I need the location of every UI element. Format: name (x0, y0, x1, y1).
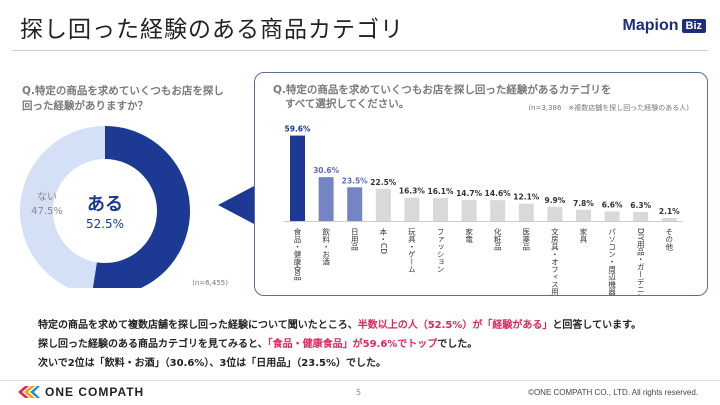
bar-11 (604, 211, 620, 221)
bar-5 (433, 197, 448, 221)
one-compath-logo: ONE COMPATH (18, 385, 144, 399)
copyright: ©ONE COMPATH CO., LTD. All rights reserv… (528, 388, 698, 397)
left-question: Q.特定の商品を求めていくつもお店を探し 回った経験がありますか？ (22, 84, 247, 114)
compath-mark-icon (18, 386, 40, 398)
donut-chart: ある 52.5% ない 47.5% (n=6,455) (20, 126, 228, 288)
category-label-6: 家電 (464, 227, 473, 244)
category-label-3: 本・CD (379, 227, 388, 255)
category-label-2: 日用品 (350, 228, 359, 252)
bar-value-label-2: 23.5% (342, 176, 369, 185)
bar-value-label-4: 16.3% (399, 187, 426, 196)
right-question-line1: Q.特定の商品を求めていくつもお店を探し回った経験があるカテゴリを (273, 84, 612, 96)
brand-badge: Biz (681, 19, 706, 33)
title-divider (12, 50, 708, 51)
bar-9 (547, 206, 563, 221)
summary-line2-text-b: でした。 (437, 339, 478, 350)
category-label-5: ファッション (436, 228, 445, 273)
bar-value-label-12: 6.3% (630, 201, 651, 210)
donut-slice-1 (20, 126, 105, 288)
category-label-12: DIY用品・ガーデニング (636, 228, 645, 295)
bar-value-label-6: 14.7% (456, 189, 483, 198)
bar-12 (633, 211, 649, 221)
summary: 特定の商品を求めて複数店舗を探し回った経験について聞いたところ、半数以上の人（5… (38, 316, 641, 373)
bar-value-label-3: 22.5% (370, 178, 397, 187)
summary-line1-text-b: と回答しています。 (552, 320, 642, 331)
bar-value-label-1: 30.6% (313, 166, 340, 175)
category-bar-chart: 59.6% 食品・健康食品 30.6% 飲料・お酒 23.5% 日用品 22.5% 本・CD 1… (284, 125, 683, 295)
bar-3 (375, 188, 391, 221)
bar-value-label-0: 59.6% (284, 125, 311, 134)
bar-10 (576, 209, 591, 221)
donut-center-value: 52.5% (86, 217, 124, 231)
bar-value-label-9: 9.9% (544, 196, 565, 205)
category-label-8: 医薬品 (522, 228, 531, 252)
category-label-7: 化粧品 (493, 227, 502, 252)
category-panel: Q.特定の商品を求めていくつもお店を探し回った経験があるカテゴリを すべて選択し… (254, 72, 708, 296)
bar-7 (490, 200, 506, 221)
callout-arrow (218, 185, 256, 225)
donut-center-label: ある (87, 194, 123, 215)
summary-line1-highlight: 半数以上の人（52.5%）が「経験がある」 (357, 320, 553, 331)
donut-no-value: 47.5% (31, 206, 63, 217)
summary-line3: 次いで2位は「飲料・お酒」（30.6%）、3位は「日用品」（23.5%）でした。 (38, 358, 387, 369)
bar-6 (461, 199, 477, 221)
category-label-11: パソコン・周辺機器 (607, 228, 616, 295)
category-label-13: その他 (665, 228, 674, 252)
brand-name: Mapion (622, 17, 679, 34)
callout-triangle (218, 185, 256, 225)
bar-13 (661, 217, 677, 221)
bar-2 (347, 187, 363, 221)
bar-value-label-13: 2.1% (659, 207, 680, 216)
donut-slice-0 (92, 126, 190, 288)
bar-4 (404, 197, 420, 221)
category-label-0: 食品・健康食品 (293, 227, 302, 282)
bar-value-label-7: 14.6% (485, 189, 512, 198)
summary-line2-text-a: 探し回った経験のある商品カテゴリを見てみると、 (38, 339, 268, 350)
summary-line2: 探し回った経験のある商品カテゴリを見てみると、「食品・健康食品」が59.6%でト… (38, 335, 641, 354)
bar-value-label-10: 7.8% (573, 199, 594, 208)
bar-0 (290, 135, 305, 221)
category-label-10: 家具 (579, 227, 588, 245)
mapion-biz-logo: Mapion Biz (622, 17, 706, 35)
bar-1 (318, 177, 334, 221)
sample-note: (n=3,386 ※複数店舗を探し回った経験のある人) (528, 104, 689, 112)
bar-value-label-8: 12.1% (513, 193, 540, 202)
category-label-4: 玩具・ゲーム (407, 228, 416, 273)
left-question-line1: Q.特定の商品を求めていくつもお店を探し (22, 85, 224, 97)
right-question-line2: すべて選択してください。 (285, 98, 410, 110)
right-question: Q.特定の商品を求めていくつもお店を探し回った経験があるカテゴリを すべて選択し… (273, 83, 611, 111)
category-label-1: 飲料・お酒 (321, 227, 330, 267)
summary-line1: 特定の商品を求めて複数店舗を探し回った経験について聞いたところ、半数以上の人（5… (38, 316, 641, 335)
left-question-line2: 回った経験がありますか？ (22, 100, 148, 112)
category-label-9: 文房具・オフィス用品 (550, 227, 559, 295)
footer-logo-text: ONE COMPATH (45, 385, 145, 399)
slide-title: 探し回った経験のある商品カテゴリ (20, 17, 404, 43)
bar-8 (518, 203, 534, 221)
summary-line1-text-a: 特定の商品を求めて複数店舗を探し回った経験について聞いたところ、 (38, 320, 358, 331)
page-number: 5 (356, 388, 362, 397)
footer-divider (0, 380, 720, 381)
donut-no-label: ない (37, 191, 57, 203)
donut-n-label: (n=6,455) (192, 279, 228, 287)
bar-value-label-5: 16.1% (427, 187, 454, 196)
summary-line2-highlight: 「食品・健康食品」が59.6%でトップ (267, 339, 438, 350)
bar-value-label-11: 6.6% (602, 201, 623, 210)
